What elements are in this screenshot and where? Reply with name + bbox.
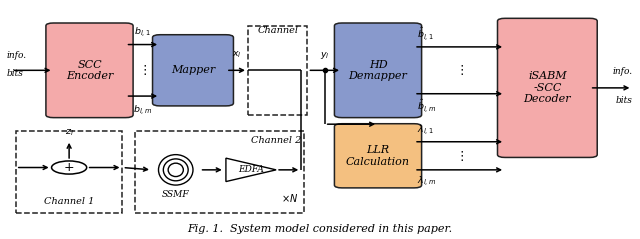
Text: Channel 2: Channel 2 bbox=[251, 136, 301, 145]
Text: $\vdots$: $\vdots$ bbox=[138, 63, 147, 77]
Text: $\lambda_{l,1}$: $\lambda_{l,1}$ bbox=[417, 123, 434, 137]
Polygon shape bbox=[226, 158, 276, 182]
FancyBboxPatch shape bbox=[335, 23, 422, 118]
Bar bbox=[16, 131, 122, 213]
Text: $b_{l,1}$: $b_{l,1}$ bbox=[134, 25, 151, 38]
Text: $\hat{b}_{l,m}$: $\hat{b}_{l,m}$ bbox=[417, 98, 436, 115]
Text: $\times N$: $\times N$ bbox=[281, 192, 298, 204]
FancyBboxPatch shape bbox=[152, 35, 234, 106]
Bar bbox=[248, 26, 307, 115]
Text: Fig. 1.  System model considered in this paper.: Fig. 1. System model considered in this … bbox=[188, 224, 452, 234]
Text: HD
Demapper: HD Demapper bbox=[349, 60, 408, 81]
Text: info.: info. bbox=[6, 51, 26, 60]
Text: $b_{l,m}$: $b_{l,m}$ bbox=[133, 103, 152, 117]
Text: info.: info. bbox=[612, 67, 632, 76]
Text: iSABM
-SCC
Decoder: iSABM -SCC Decoder bbox=[524, 71, 571, 104]
FancyBboxPatch shape bbox=[497, 18, 597, 158]
Text: SCC
Encoder: SCC Encoder bbox=[66, 60, 113, 81]
Text: $\vdots$: $\vdots$ bbox=[455, 149, 464, 163]
Text: $\vdots$: $\vdots$ bbox=[455, 63, 464, 77]
Text: SSMF: SSMF bbox=[162, 190, 189, 199]
Text: Mapper: Mapper bbox=[171, 65, 215, 75]
Text: $\lambda_{l,m}$: $\lambda_{l,m}$ bbox=[417, 175, 436, 189]
Text: EDFA: EDFA bbox=[238, 165, 264, 174]
Text: LLR
Calculation: LLR Calculation bbox=[346, 145, 410, 167]
FancyBboxPatch shape bbox=[335, 124, 422, 188]
Text: $y_l$: $y_l$ bbox=[320, 49, 330, 61]
Text: $x_l$: $x_l$ bbox=[232, 50, 242, 60]
Text: Channel 1: Channel 1 bbox=[44, 197, 94, 206]
Text: bits: bits bbox=[6, 69, 23, 78]
FancyBboxPatch shape bbox=[46, 23, 133, 118]
Text: bits: bits bbox=[616, 96, 632, 105]
Text: Channel: Channel bbox=[257, 26, 298, 35]
Text: $+$: $+$ bbox=[63, 161, 75, 174]
Bar bbox=[135, 131, 305, 213]
Text: $\hat{b}_{l,1}$: $\hat{b}_{l,1}$ bbox=[417, 25, 434, 43]
Text: $z_l$: $z_l$ bbox=[65, 128, 74, 138]
